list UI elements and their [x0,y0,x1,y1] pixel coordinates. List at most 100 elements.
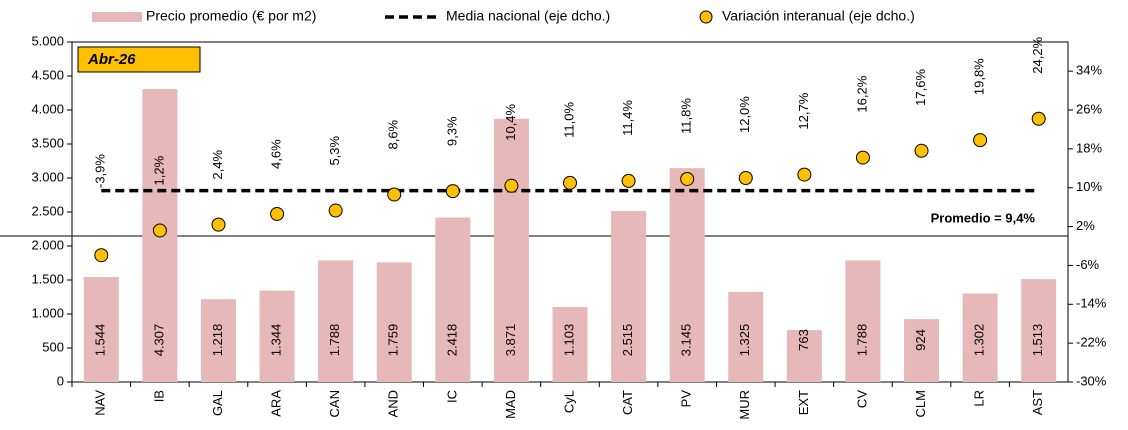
point-label: 24,2% [1030,36,1045,73]
y2-tick-label: -22% [1076,335,1107,350]
x-tick-label: AND [386,390,401,417]
bar-label: 1.759 [386,324,401,357]
point-label: 17,6% [913,68,928,105]
x-tick-label: CV [854,390,869,408]
legend-label: Media nacional (eje dcho.) [446,8,610,24]
x-tick-label: CLM [913,390,928,417]
x-tick-label: CyL [561,390,576,413]
bar-label: 1.544 [93,324,108,357]
bar-label: 1.325 [737,324,752,357]
point [387,187,402,202]
y-tick-label: 500 [42,339,64,354]
bar-label: 1.218 [210,324,225,357]
point [855,150,870,165]
bar [786,330,822,382]
point [973,133,988,148]
x-tick-label: EXT [796,390,811,415]
point [563,175,577,190]
bar [83,277,119,382]
y-tick-label: 2.000 [31,237,64,252]
point-label: 4,6% [268,139,283,169]
x-tick-label: GAL [210,390,225,416]
bar [493,118,529,382]
y2-tick-label: 10% [1076,179,1102,194]
bar [376,262,412,382]
y2-tick-label: -6% [1076,257,1100,272]
point-label: 9,3% [444,116,459,146]
point [797,167,812,182]
point-label: 8,6% [386,119,401,149]
y-tick-label: 4.000 [31,101,64,116]
bar-label: 1.513 [1030,324,1045,357]
bar-label: 1.103 [561,324,576,357]
bar [1021,279,1057,382]
bar [962,293,998,382]
legend-label: Variación interanual (eje dcho.) [722,8,915,24]
bar-label: 924 [913,329,928,351]
bar [845,260,881,382]
point [445,184,460,199]
bar [904,319,940,382]
y-tick-label: 1.000 [31,305,64,320]
point-label: 2,4% [210,150,225,180]
y2-tick-label: 2% [1076,218,1095,233]
y-tick-label: 5.000 [31,33,64,48]
y-tick-label: 4.500 [31,67,64,82]
bar-label: 1.788 [854,324,869,357]
bar-label: 3.871 [503,324,518,357]
y2-tick-label: 26% [1076,101,1102,116]
bar [611,210,647,382]
y2-tick-label: 18% [1076,140,1102,155]
x-tick-label: AST [1030,390,1045,415]
point-label: 16,2% [854,75,869,112]
x-tick-label: IC [444,390,459,403]
point-label: -3,9% [93,154,108,188]
legend-swatch [92,12,142,22]
point-label: 11,4% [620,100,635,136]
y-tick-label: 2.500 [31,203,64,218]
point [152,223,167,238]
point [1031,111,1046,126]
x-tick-label: ARA [268,390,283,417]
x-tick-label: CAN [327,390,342,417]
y-tick-label: 0 [57,373,64,388]
legend-label: Precio promedio (€ por m2) [146,8,316,24]
y2-tick-label: 34% [1076,63,1102,78]
point [738,171,753,185]
bar-label: 1.344 [268,324,283,357]
point [270,206,285,221]
bar [200,299,236,382]
x-tick-label: NAV [93,390,108,416]
bar [552,306,588,382]
point-label: 1,2% [151,155,166,185]
bar [669,168,705,382]
y2-tick-label: -30% [1076,373,1107,388]
bar [435,217,471,382]
point [328,203,343,218]
point-label: 5,3% [327,135,342,165]
date-box [77,46,201,73]
point [94,248,109,263]
date-label: Abr-26 [87,51,136,68]
y2-tick-label: -14% [1076,296,1107,311]
point [621,173,636,188]
bar-label: 2.515 [620,324,635,357]
point-label: 11,8% [679,98,694,134]
point [211,217,226,232]
point-label: 12,7% [796,92,811,129]
bar-label: 1.302 [972,324,987,357]
legend-swatch [699,10,713,24]
point-label: 19,8% [972,58,987,95]
x-tick-label: PV [679,390,694,408]
bar [259,290,295,382]
x-tick-label: IB [151,390,166,402]
x-tick-label: MAD [503,390,518,419]
point-label: 12,0% [737,96,752,133]
bar-label: 2.418 [444,324,459,357]
bar [318,260,354,382]
point-label: 10,4% [503,103,518,140]
bar-label: 3.145 [679,324,694,357]
point-label: 11,0% [561,102,576,138]
x-tick-label: LR [972,390,987,407]
